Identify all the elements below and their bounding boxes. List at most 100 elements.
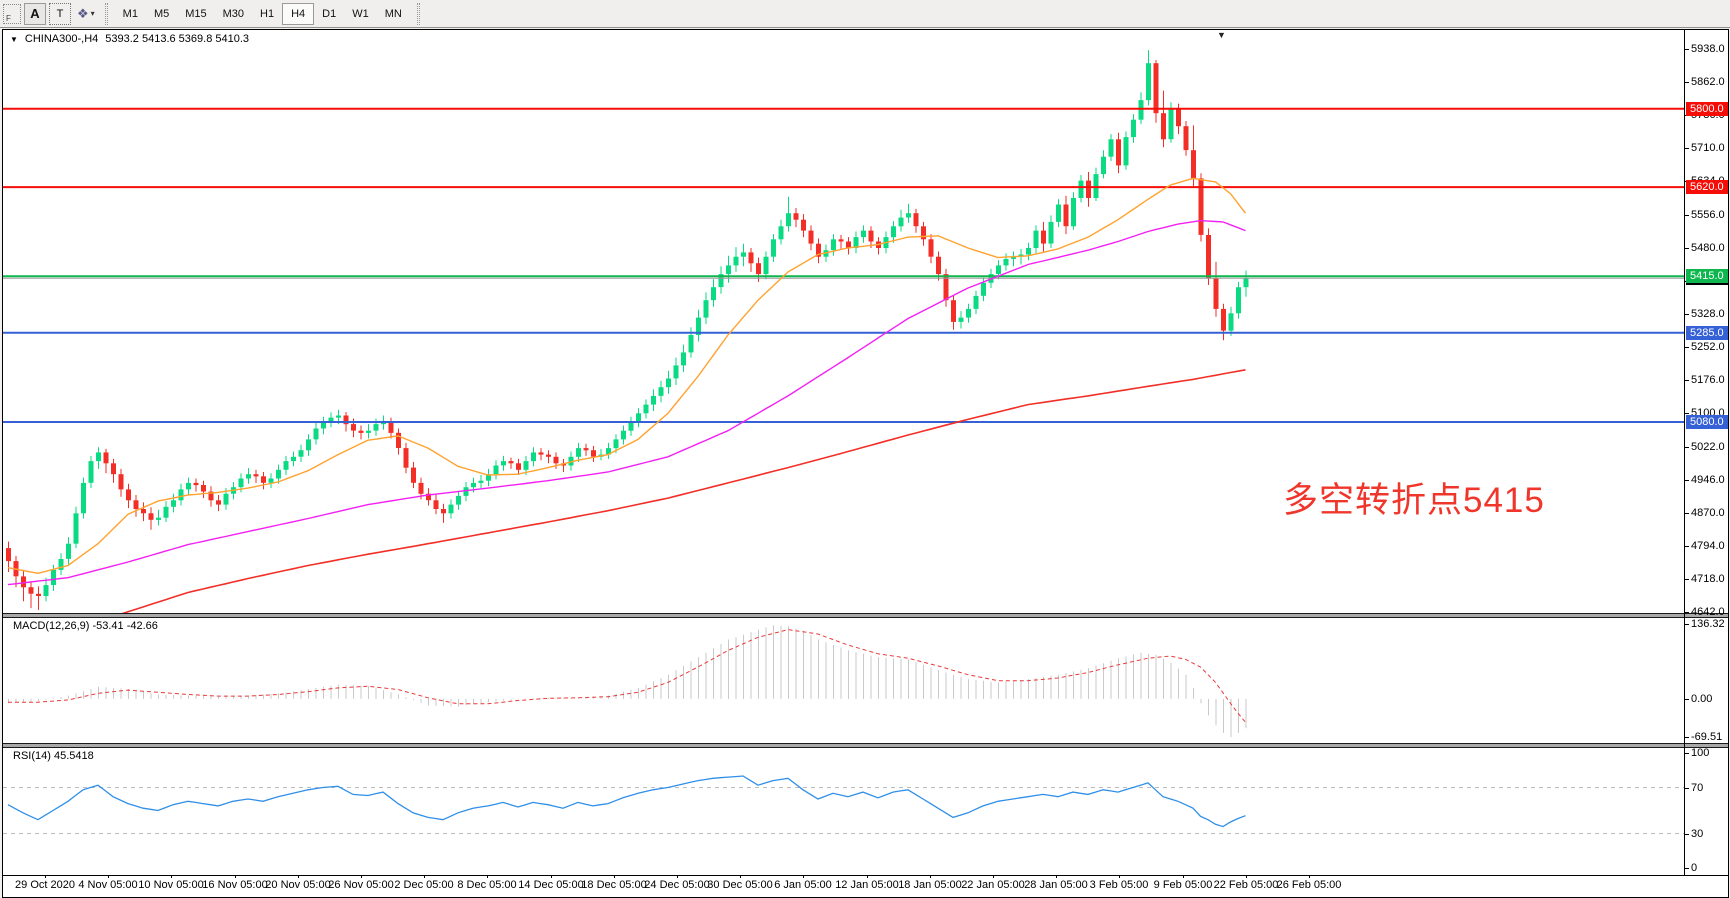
candle-body — [103, 452, 109, 464]
rsi-indicator-plot — [3, 775, 1684, 834]
candle-body — [816, 243, 821, 257]
time-axis-border — [3, 875, 1728, 876]
symbol-dropdown-icon[interactable]: ▼ — [10, 34, 18, 44]
time-axis-tick — [740, 875, 741, 878]
candle-body — [193, 482, 199, 486]
timeframe-button-m1[interactable]: M1 — [122, 7, 138, 20]
candle-body — [246, 474, 251, 479]
candle-body — [576, 448, 581, 457]
rsi-axis-tick: 70 — [1685, 781, 1728, 795]
clipped-tool-icon[interactable]: F — [3, 3, 21, 24]
time-axis-tick — [235, 875, 236, 878]
timeframe-button-m30[interactable]: M30 — [222, 7, 245, 20]
candle-body — [516, 463, 521, 470]
candle-body — [568, 456, 574, 466]
candle-body — [433, 500, 439, 509]
price-tick: 4946.0 — [1685, 473, 1728, 487]
time-axis-label: 24 Dec 05:00 — [644, 879, 710, 891]
candle-body — [1101, 156, 1106, 175]
candle-body — [943, 274, 949, 301]
candle-body — [636, 413, 641, 422]
price-tick: 5710.0 — [1685, 141, 1728, 155]
candle-body — [283, 461, 289, 470]
time-axis-label: 6 Jan 05:00 — [774, 879, 832, 891]
candle-body — [688, 335, 694, 353]
timeframe-button-w1[interactable]: W1 — [352, 7, 369, 20]
candle-body — [1108, 139, 1114, 157]
candlestick-plot — [3, 50, 1684, 613]
timeframe-button-m5[interactable]: M5 — [153, 7, 170, 20]
time-axis-label: 16 Nov 05:00 — [202, 879, 268, 891]
candle-body — [763, 256, 769, 275]
candle-body — [523, 461, 529, 470]
candle-body — [313, 428, 319, 440]
candle-body — [1011, 256, 1016, 259]
candle-body — [606, 448, 611, 455]
timeframe-button-d1[interactable]: D1 — [322, 7, 337, 20]
level-price-tag-5285.0: 5285.0 — [1686, 326, 1728, 340]
toolbar: F A T ❖ ▾ M1 M5 M15 M30 H1 H4 D1 W1 MN — [0, 0, 1730, 28]
time-axis-label: 4 Nov 05:00 — [78, 879, 138, 891]
level-price-tag-5620.0: 5620.0 — [1686, 180, 1728, 194]
pane-resize-handle[interactable] — [3, 613, 1728, 618]
time-axis-tick — [677, 875, 678, 878]
candle-body — [456, 495, 461, 505]
text-tool-button[interactable]: T — [49, 2, 71, 25]
candle-body — [448, 504, 454, 514]
candle-body — [1153, 63, 1159, 114]
time-axis-label: 22 Jan 05:00 — [961, 879, 1025, 891]
timeframe-button-mn[interactable]: MN — [384, 7, 402, 20]
candle-body — [666, 378, 671, 388]
time-axis-tick — [930, 875, 931, 878]
colors-dropdown-button[interactable]: ❖ ▾ — [74, 3, 98, 25]
time-axis-tick — [1309, 875, 1310, 878]
timeframe-buttons: M1 M5 M15 M30 H1 H4 D1 W1 MN — [115, 2, 410, 25]
candle-body — [1071, 198, 1076, 227]
candle-body — [711, 287, 716, 301]
toolbar-separator — [416, 2, 420, 25]
candle-body — [613, 439, 619, 449]
candle-body — [913, 213, 919, 227]
candle-body — [621, 430, 626, 440]
rsi-axis-tick: 0 — [1685, 861, 1728, 875]
candle-body — [441, 509, 446, 514]
macd-signal-line — [8, 629, 1246, 723]
timeframe-button-h1[interactable]: H1 — [260, 7, 275, 20]
candle-body — [291, 456, 296, 462]
time-axis-label: 3 Feb 05:00 — [1089, 879, 1149, 891]
toolbar-separator — [104, 2, 108, 25]
slow-ma-line — [121, 369, 1246, 613]
level-price-tag-5800.0: 5800.0 — [1686, 102, 1728, 116]
candle-body — [981, 282, 986, 296]
time-axis[interactable]: 29 Oct 2020 4 Nov 05:00 10 Nov 05:00 16 Nov… — [3, 875, 1728, 895]
candle-body — [1146, 63, 1151, 101]
candle-body — [463, 487, 469, 496]
time-axis-label: 18 Dec 05:00 — [581, 879, 647, 891]
time-axis-tick — [298, 875, 299, 878]
time-axis-tick — [45, 875, 46, 878]
candle-body — [643, 404, 649, 414]
candle-body — [88, 461, 94, 483]
candle-body — [898, 217, 904, 227]
candle-body — [96, 452, 101, 462]
candle-body — [696, 317, 701, 335]
price-tick: 5328.0 — [1685, 307, 1728, 321]
timeframe-button-m15[interactable]: M15 — [185, 7, 207, 20]
candle-body — [928, 239, 934, 257]
candle-body — [1116, 139, 1121, 166]
pane-resize-handle[interactable] — [3, 743, 1728, 748]
chart-shift-marker-icon[interactable]: ▼ — [1217, 30, 1226, 40]
candle-body — [906, 213, 911, 218]
cursor-arrow-tool-button[interactable]: A — [24, 2, 46, 25]
candle-body — [628, 422, 634, 431]
cursor-arrow-label: A — [30, 6, 40, 21]
candle-body — [268, 478, 274, 483]
candle-body — [478, 480, 484, 483]
candle-body — [1183, 126, 1189, 151]
time-axis-label: 2 Dec 05:00 — [394, 879, 454, 891]
candle-body — [216, 500, 221, 505]
timeframe-button-h4[interactable]: H4 — [282, 2, 315, 25]
candle-body — [808, 230, 814, 244]
candle-body — [141, 509, 146, 514]
candle-body — [1138, 100, 1144, 120]
